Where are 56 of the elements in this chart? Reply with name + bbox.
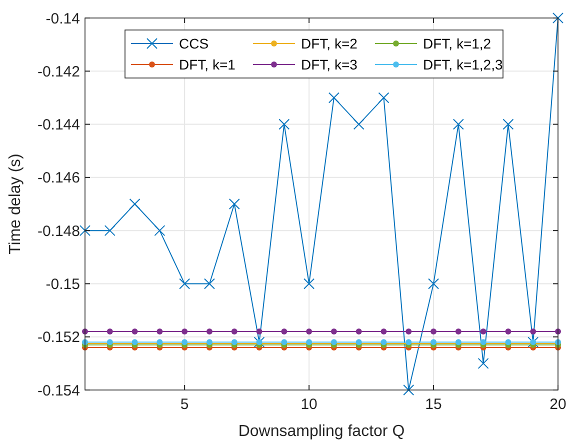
point: [378, 92, 390, 104]
legend-label: DFT, k=1: [179, 56, 236, 72]
point: [304, 278, 315, 290]
point: [132, 328, 138, 335]
legend-label: DFT, k=1,2,3: [423, 56, 503, 72]
x-tick-label: 20: [550, 396, 566, 413]
point: [452, 118, 464, 130]
point: [328, 92, 340, 104]
legend-label: DFT, k=2: [301, 35, 358, 52]
point: [502, 118, 514, 130]
point: [106, 328, 113, 335]
point: [231, 328, 238, 335]
y-tick-label: -0.14: [46, 10, 80, 28]
point: [129, 198, 140, 210]
point: [80, 225, 90, 236]
point: [306, 328, 312, 335]
point: [455, 328, 462, 335]
point: [156, 328, 163, 335]
point: [430, 328, 437, 335]
x-tick-label: 10: [300, 396, 318, 413]
point: [356, 328, 362, 335]
point: [552, 12, 564, 24]
point: [281, 328, 288, 335]
point: [330, 328, 337, 335]
point: [380, 328, 387, 335]
y-tick-label: -0.144: [37, 116, 80, 134]
y-axis-title: Time delay (s): [7, 154, 24, 254]
x-tick-label: 5: [180, 396, 189, 413]
y-tick-label: -0.154: [37, 382, 80, 400]
point: [406, 328, 412, 335]
y-tick-label: -0.152: [37, 329, 80, 346]
point: [278, 118, 290, 130]
point: [530, 328, 536, 335]
legend-label: CCS: [179, 35, 209, 52]
point: [478, 358, 489, 369]
point: [403, 384, 414, 396]
point: [154, 225, 166, 236]
x-axis-title: Downsampling factor Q: [238, 423, 405, 440]
point: [256, 328, 262, 335]
point: [505, 328, 512, 335]
point: [206, 328, 212, 335]
point: [204, 278, 215, 290]
point: [182, 328, 188, 335]
point: [353, 118, 364, 130]
legend-label: DFT, k=3: [301, 56, 358, 72]
point: [179, 278, 190, 290]
y-tick-label: -0.148: [37, 222, 80, 240]
y-tick-label: -0.146: [37, 170, 80, 187]
point: [104, 225, 116, 236]
x-tick-label: 15: [425, 396, 442, 413]
point: [480, 328, 486, 335]
legend-label: DFT, k=1,2: [423, 35, 492, 52]
y-tick-label: -0.15: [46, 276, 80, 293]
point: [428, 278, 440, 290]
y-tick-label: -0.142: [37, 63, 80, 80]
point: [228, 198, 240, 210]
